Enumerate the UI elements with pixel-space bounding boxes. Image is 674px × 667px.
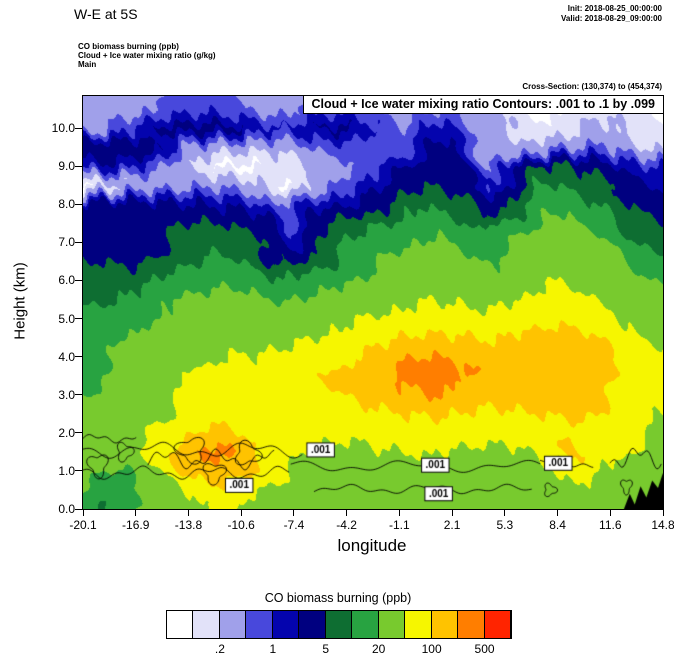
- y-axis-tick: [75, 432, 82, 434]
- y-axis-tick: [75, 508, 82, 510]
- colorbar-cell: [167, 611, 194, 638]
- colorbar-tick-label: 1: [269, 642, 277, 656]
- field-line-domain: Main: [78, 60, 97, 69]
- x-axis-tick: [557, 509, 559, 516]
- x-axis-tick: [135, 509, 137, 516]
- x-axis-tick: [662, 509, 664, 516]
- y-tick-label: 9.0: [58, 159, 75, 174]
- y-axis-tick: [75, 165, 82, 167]
- colorbar-cell: [219, 611, 247, 638]
- colorbar-cell: [458, 611, 485, 638]
- x-tick-label: 8.4: [549, 518, 566, 532]
- y-axis-tick: [75, 127, 82, 129]
- colorbar-tick-label: 500: [474, 642, 495, 656]
- contour-info-box: Cloud + Ice water mixing ratio Contours:…: [302, 95, 664, 114]
- y-axis-tick: [75, 470, 82, 472]
- field-line-cloud: Cloud + Ice water mixing ratio (g/kg): [78, 51, 216, 60]
- field-descriptions: CO biomass burning (ppb) Cloud + Ice wat…: [78, 42, 216, 69]
- y-axis-tick: [75, 318, 82, 319]
- colorbar-cell: [431, 611, 459, 638]
- x-axis-tick: [293, 509, 295, 516]
- x-axis-tick: [609, 509, 611, 516]
- y-tick-label: 10.0: [51, 121, 75, 135]
- colorbar-cell: [405, 611, 432, 638]
- x-axis-tick: [187, 509, 189, 516]
- x-axis-tick: [451, 509, 453, 516]
- y-axis-label: Height (km): [11, 262, 29, 340]
- y-axis-tick: [75, 203, 82, 205]
- colorbar-cell: [272, 611, 300, 638]
- colorbar-tick-label: 5: [322, 642, 330, 656]
- x-axis-tick: [504, 509, 506, 516]
- y-tick-label: 1.0: [58, 463, 75, 478]
- contour-field-canvas: [83, 96, 663, 509]
- colorbar-cell: [299, 611, 326, 638]
- x-axis-label: longitude: [337, 536, 407, 555]
- x-tick-label: -16.9: [122, 518, 150, 532]
- x-tick-label: -10.6: [227, 518, 255, 532]
- colorbar-cell: [484, 611, 512, 638]
- colorbar-tick-label: .2: [214, 642, 225, 656]
- colorbar-tick-label: 100: [421, 642, 442, 656]
- field-line-co: CO biomass burning (ppb): [78, 42, 179, 51]
- plot-title: W-E at 5S: [74, 6, 138, 22]
- y-tick-label: 4.0: [58, 349, 75, 364]
- y-axis-tick: [75, 394, 82, 396]
- x-axis-tick: [240, 509, 242, 516]
- x-tick-label: 11.6: [599, 518, 622, 532]
- colorbar-tick-label: 20: [372, 642, 386, 656]
- valid-time: Valid: 2018-08-29_09:00:00: [561, 14, 662, 23]
- y-tick-label: 6.0: [58, 273, 75, 288]
- model-run-times: Init: 2018-08-25_00:00:00 Valid: 2018-08…: [561, 4, 662, 24]
- init-time: Init: 2018-08-25_00:00:00: [567, 4, 662, 13]
- y-tick-label: 5.0: [58, 311, 75, 326]
- y-axis-tick: [75, 279, 82, 281]
- colorbar-cell: [325, 611, 353, 638]
- cross-section-coords: Cross-Section: (130,374) to (454,374): [522, 82, 662, 91]
- y-tick-label: 8.0: [58, 197, 75, 212]
- y-tick-label: 0.0: [58, 502, 75, 516]
- x-tick-label: -7.4: [283, 518, 305, 532]
- colorbar-cell: [378, 611, 406, 638]
- x-tick-label: -1.1: [389, 518, 410, 532]
- colorbar-cell: [246, 611, 273, 638]
- y-tick-label: 3.0: [58, 387, 75, 402]
- x-axis-tick: [82, 509, 84, 516]
- colorbar-title: CO biomass burning (ppb): [264, 591, 412, 605]
- x-tick-label: -13.8: [174, 518, 203, 532]
- x-tick-label: 2.1: [443, 518, 461, 532]
- y-axis-tick: [75, 356, 82, 358]
- x-tick-label: -20.1: [69, 518, 97, 532]
- colorbar-cell: [193, 611, 220, 638]
- colorbar: .2 1 5 20 100 500: [166, 610, 512, 656]
- y-axis-tick: [75, 241, 82, 243]
- y-tick-label: 7.0: [58, 235, 75, 250]
- x-tick-label: -4.2: [336, 518, 357, 532]
- y-tick-label: 2.0: [58, 425, 75, 440]
- colorbar-cell: [352, 611, 379, 638]
- x-tick-label: 14.8: [651, 518, 674, 532]
- x-tick-label: 5.3: [496, 518, 514, 532]
- x-axis-tick: [398, 509, 400, 516]
- plot-area: Cloud + Ice water mixing ratio Contours:…: [52, 95, 674, 532]
- x-axis-tick: [346, 509, 348, 516]
